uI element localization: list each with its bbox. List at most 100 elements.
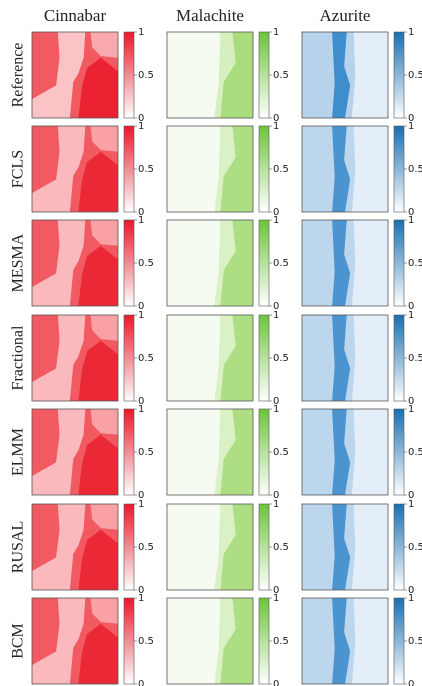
colorbar-tick-label: 0.5 [273, 164, 289, 175]
row-label: FCLS [10, 150, 27, 188]
abundance-map [167, 220, 253, 306]
colorbar [259, 126, 269, 212]
colorbar-tick-label: 1 [138, 593, 144, 604]
colorbar [394, 504, 404, 590]
abundance-map [302, 315, 388, 401]
row-label: Fractional [10, 325, 27, 390]
colorbar-tick-label: 0.5 [138, 447, 154, 458]
abundance-map [167, 504, 253, 590]
map-region [302, 315, 355, 401]
colorbar [259, 409, 269, 495]
colorbar-tick-label: 0.5 [273, 70, 289, 81]
row-label: MESMA [10, 233, 27, 292]
abundance-map [167, 315, 253, 401]
column-title: Cinnabar [44, 6, 107, 25]
colorbar-tick-label: 0.5 [138, 353, 154, 364]
colorbar-tick-label: 1 [408, 27, 414, 38]
colorbar-tick-label: 1 [138, 215, 144, 226]
colorbar-tick-label: 0 [408, 679, 414, 686]
colorbar-tick-label: 0.5 [408, 447, 422, 458]
row-label: Reference [10, 43, 27, 108]
colorbar-tick-label: 0.5 [273, 258, 289, 269]
colorbar [259, 598, 269, 684]
row-label: BCM [10, 623, 27, 659]
colorbar [259, 220, 269, 306]
colorbar-tick-label: 0.5 [273, 447, 289, 458]
column-title: Malachite [176, 6, 244, 25]
colorbar [124, 32, 134, 118]
colorbar [124, 220, 134, 306]
map-region [302, 598, 355, 684]
abundance-map [32, 409, 118, 495]
abundance-map [302, 32, 388, 118]
abundance-map [32, 220, 118, 306]
colorbar-tick-label: 1 [138, 499, 144, 510]
colorbar-tick-label: 0.5 [138, 164, 154, 175]
colorbar-tick-label: 0.5 [138, 258, 154, 269]
colorbar-tick-label: 0.5 [273, 636, 289, 647]
map-region [302, 126, 355, 212]
colorbar-tick-label: 1 [408, 499, 414, 510]
colorbar [124, 409, 134, 495]
map-region [302, 504, 355, 590]
colorbar [124, 315, 134, 401]
colorbar [394, 126, 404, 212]
colorbar-tick-label: 0.5 [273, 353, 289, 364]
colorbar-tick-label: 0 [273, 679, 279, 686]
colorbar-tick-label: 0.5 [408, 70, 422, 81]
abundance-map [167, 126, 253, 212]
colorbar [124, 126, 134, 212]
colorbar [124, 598, 134, 684]
colorbar-tick-label: 1 [273, 593, 279, 604]
abundance-map [302, 220, 388, 306]
abundance-map [167, 598, 253, 684]
map-region [302, 409, 355, 495]
colorbar-tick-label: 1 [273, 310, 279, 321]
abundance-map [167, 409, 253, 495]
colorbar-tick-label: 1 [138, 310, 144, 321]
figure: Cinnabar Malachite Azurite Reference 0 0.5 1 0 0… [0, 0, 422, 686]
colorbar [259, 32, 269, 118]
colorbar-tick-label: 0.5 [408, 636, 422, 647]
colorbar [259, 504, 269, 590]
map-region [302, 32, 355, 118]
map-region [302, 220, 355, 306]
colorbar-tick-label: 1 [138, 27, 144, 38]
colorbar [394, 32, 404, 118]
colorbar-tick-label: 0.5 [138, 542, 154, 553]
colorbar-tick-label: 1 [408, 310, 414, 321]
abundance-map [32, 598, 118, 684]
colorbar-tick-label: 1 [408, 404, 414, 415]
row-label: RUSAL [10, 521, 27, 573]
colorbar [394, 220, 404, 306]
abundance-map [32, 126, 118, 212]
column-title: Azurite [320, 6, 371, 25]
colorbar [394, 409, 404, 495]
abundance-map [32, 504, 118, 590]
colorbar-tick-label: 1 [273, 499, 279, 510]
colorbar-tick-label: 1 [408, 593, 414, 604]
abundance-map [32, 32, 118, 118]
colorbar-tick-label: 1 [273, 27, 279, 38]
colorbar-tick-label: 0.5 [408, 353, 422, 364]
row-label: ELMM [10, 428, 27, 476]
abundance-map [167, 32, 253, 118]
colorbar-tick-label: 1 [273, 215, 279, 226]
colorbar-tick-label: 1 [273, 121, 279, 132]
abundance-map [302, 598, 388, 684]
colorbar-tick-label: 0.5 [408, 258, 422, 269]
colorbar-tick-label: 0 [138, 679, 144, 686]
colorbar [394, 598, 404, 684]
colorbar-tick-label: 0.5 [138, 70, 154, 81]
colorbar-tick-label: 1 [138, 404, 144, 415]
colorbar [394, 315, 404, 401]
abundance-map [302, 504, 388, 590]
colorbar-tick-label: 0.5 [408, 164, 422, 175]
colorbar-tick-label: 1 [408, 121, 414, 132]
colorbar-tick-label: 1 [138, 121, 144, 132]
abundance-map [32, 315, 118, 401]
colorbar [259, 315, 269, 401]
colorbar [124, 504, 134, 590]
colorbar-tick-label: 1 [273, 404, 279, 415]
page: {"columns": [ {"title": "Cinnabar", "col… [0, 0, 422, 686]
